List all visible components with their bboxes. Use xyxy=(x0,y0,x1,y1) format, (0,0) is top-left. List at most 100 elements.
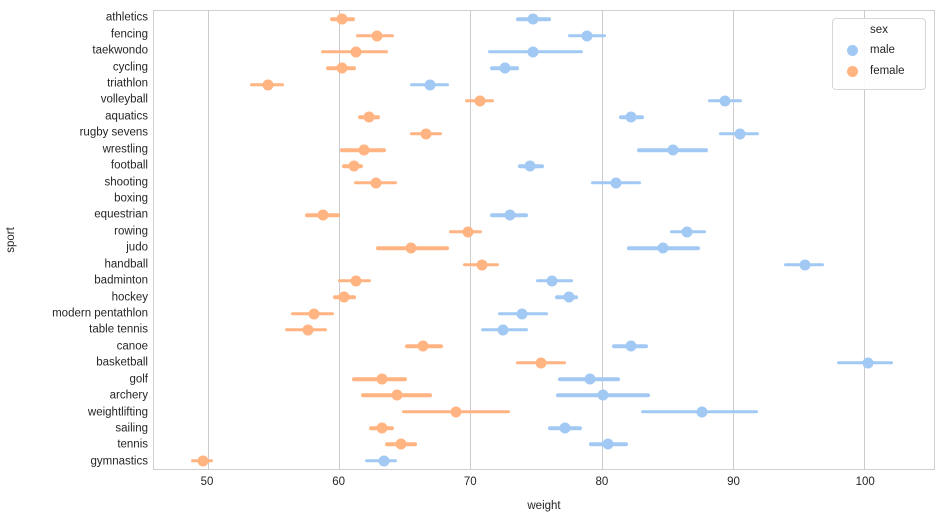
y-tick-label: tennis xyxy=(117,438,148,451)
point-marker xyxy=(302,324,314,336)
point-marker xyxy=(499,62,511,74)
y-tick-label: boxing xyxy=(114,192,148,205)
gridline xyxy=(864,11,866,469)
point-marker xyxy=(667,144,679,156)
y-tick-label: wrestling xyxy=(102,142,148,155)
point-marker xyxy=(625,111,637,123)
y-tick-label: hockey xyxy=(111,290,148,303)
male-swatch-icon xyxy=(847,45,858,56)
y-tick-label: shooting xyxy=(104,175,148,188)
y-tick-label: athletics xyxy=(105,11,148,24)
point-marker xyxy=(527,46,539,58)
x-tick-label: 50 xyxy=(200,476,214,488)
point-marker xyxy=(610,177,622,189)
y-tick-label: rowing xyxy=(114,225,148,238)
y-tick-label: badminton xyxy=(94,274,148,287)
y-tick-label: weightlifting xyxy=(87,405,148,418)
y-tick-label: triathlon xyxy=(107,77,148,90)
point-marker xyxy=(516,308,528,320)
y-tick-label: equestrian xyxy=(94,208,148,221)
gridline xyxy=(733,11,735,469)
y-tick-label: archery xyxy=(109,389,148,402)
x-tick-label: 90 xyxy=(727,476,740,488)
point-marker xyxy=(799,259,811,271)
y-tick-label: fencing xyxy=(110,27,148,40)
point-marker xyxy=(358,144,370,156)
point-marker xyxy=(378,455,390,467)
point-marker xyxy=(504,209,516,221)
y-tick-label: aquatics xyxy=(105,110,148,123)
point-marker xyxy=(336,13,348,25)
point-marker xyxy=(350,46,362,58)
point-marker xyxy=(625,340,637,352)
point-marker xyxy=(391,389,403,401)
point-marker xyxy=(338,291,350,303)
point-marker xyxy=(657,242,669,254)
y-tick-label: table tennis xyxy=(89,323,148,336)
point-marker xyxy=(584,373,596,385)
legend: sex male female xyxy=(832,18,926,90)
gridline xyxy=(207,11,209,469)
point-marker xyxy=(497,324,509,336)
point-marker xyxy=(417,340,429,352)
y-tick-label: cycling xyxy=(112,60,148,73)
y-tick-label: rugby sevens xyxy=(79,126,148,139)
point-marker xyxy=(559,422,571,434)
point-marker xyxy=(395,438,407,450)
y-tick-label: gymnastics xyxy=(90,455,148,468)
point-marker xyxy=(376,422,388,434)
point-marker xyxy=(371,30,383,42)
y-tick-label: canoe xyxy=(116,340,148,353)
legend-title: sex xyxy=(870,24,888,36)
point-marker xyxy=(420,128,432,140)
y-axis-label: sport xyxy=(5,227,17,253)
x-tick-label: 60 xyxy=(332,476,346,488)
y-tick-label: football xyxy=(110,159,148,172)
x-tick-label: 100 xyxy=(855,476,875,488)
gridline xyxy=(339,11,341,469)
x-tick-label: 80 xyxy=(595,476,609,488)
point-marker xyxy=(424,79,436,91)
y-tick-label: taekwondo xyxy=(92,44,148,57)
point-marker xyxy=(197,455,209,467)
point-marker xyxy=(696,406,708,418)
point-marker xyxy=(317,209,329,221)
legend-label-male: male xyxy=(870,43,895,56)
legend-entry-male: male xyxy=(841,40,917,61)
point-marker xyxy=(262,79,274,91)
point-marker xyxy=(563,291,575,303)
point-marker xyxy=(546,275,558,287)
y-tick-label: modern pentathlon xyxy=(52,307,148,320)
point-marker xyxy=(350,275,362,287)
point-marker xyxy=(535,357,547,369)
point-marker xyxy=(681,226,693,238)
x-axis-label: weight xyxy=(527,500,561,512)
y-tick-label: sailing xyxy=(115,422,148,435)
point-marker xyxy=(597,389,609,401)
gridline xyxy=(601,11,603,469)
point-marker xyxy=(462,226,474,238)
point-marker xyxy=(476,259,488,271)
gridline xyxy=(470,11,472,469)
y-tick-label: golf xyxy=(129,372,148,385)
legend-entry-female: female xyxy=(841,61,917,82)
point-marker xyxy=(581,30,593,42)
point-marker xyxy=(405,242,417,254)
point-marker xyxy=(450,406,462,418)
y-tick-label: handball xyxy=(104,257,148,270)
y-tick-label: basketball xyxy=(96,356,148,369)
y-tick-label: judo xyxy=(126,241,148,254)
point-marker xyxy=(308,308,320,320)
point-marker xyxy=(524,160,536,172)
x-tick-label: 70 xyxy=(463,476,477,488)
point-marker xyxy=(734,128,746,140)
point-marker xyxy=(370,177,382,189)
point-marker xyxy=(336,62,348,74)
point-marker xyxy=(527,13,539,25)
point-marker xyxy=(474,95,486,107)
point-marker xyxy=(376,373,388,385)
y-tick-label: volleyball xyxy=(100,93,148,106)
point-marker xyxy=(348,160,360,172)
point-marker xyxy=(363,111,375,123)
